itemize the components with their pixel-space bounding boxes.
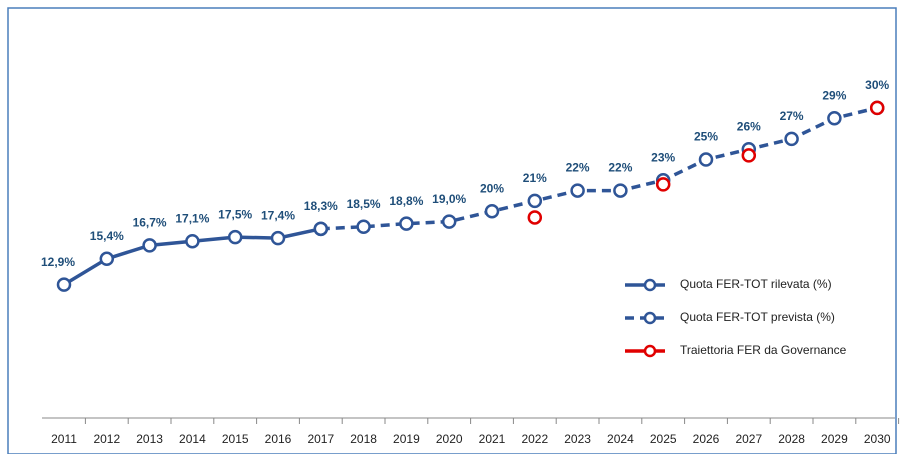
value-label: 20% (480, 181, 504, 195)
value-label: 17,5% (218, 207, 252, 221)
point (227, 229, 243, 245)
x-tick-label: 2027 (735, 432, 762, 446)
value-label: 18,3% (304, 199, 338, 213)
legend-marker (643, 344, 657, 358)
legend-label: Quota FER-TOT rilevata (%) (680, 277, 832, 291)
x-tick-label: 2028 (778, 432, 805, 446)
point (784, 131, 799, 147)
x-tick-label: 2019 (393, 432, 420, 446)
legend-label: Traiettoria FER da Governance (680, 343, 847, 357)
x-tick-label: 2026 (693, 432, 720, 446)
point (313, 221, 329, 237)
value-label: 19,0% (432, 192, 466, 206)
value-label: 18,8% (389, 194, 423, 208)
point (399, 216, 414, 231)
x-tick-label: 2025 (650, 432, 677, 446)
x-tick-label: 2023 (564, 432, 591, 446)
x-tick-label: 2021 (479, 432, 506, 446)
point (99, 251, 115, 267)
point (655, 177, 671, 192)
x-tick-label: 2030 (864, 432, 891, 446)
x-tick-label: 2022 (521, 432, 548, 446)
legend-marker (643, 311, 657, 325)
point (56, 277, 72, 292)
point (741, 148, 757, 163)
value-label: 18,5% (347, 197, 381, 211)
value-label: 16,7% (133, 216, 167, 230)
x-tick-label: 2029 (821, 432, 848, 446)
x-tick-label: 2016 (265, 432, 292, 446)
point (527, 193, 543, 209)
value-label: 26% (737, 119, 761, 133)
x-tick-label: 2020 (436, 432, 463, 446)
point (613, 183, 628, 198)
value-label: 17,1% (175, 211, 209, 225)
value-label: 29% (822, 88, 846, 102)
point (869, 100, 885, 116)
value-label: 22% (566, 161, 590, 175)
x-tick-label: 2018 (350, 432, 377, 446)
point (827, 110, 842, 126)
x-tick-label: 2015 (222, 432, 249, 446)
point (570, 183, 585, 198)
value-label: 23% (651, 150, 675, 164)
x-tick-label: 2011 (51, 432, 77, 446)
x-tick-label: 2013 (136, 432, 163, 446)
point (185, 233, 200, 249)
x-tick-label: 2012 (93, 432, 120, 446)
value-label: 27% (780, 109, 804, 123)
x-tick-label: 2014 (179, 432, 206, 446)
x-tick-label: 2024 (607, 432, 634, 446)
value-label: 25% (694, 130, 718, 144)
value-label: 12,9% (41, 255, 75, 269)
value-label: 17,4% (261, 208, 295, 222)
value-label: 22% (608, 161, 632, 175)
value-label: 15,4% (90, 229, 124, 243)
point (356, 219, 371, 235)
point (441, 214, 457, 229)
value-label: 30% (865, 78, 889, 92)
point (698, 152, 714, 167)
x-tick-label: 2017 (307, 432, 334, 446)
value-label: 21% (523, 171, 547, 185)
frame (7, 7, 897, 454)
point (527, 210, 543, 225)
point (484, 203, 500, 219)
point (142, 238, 157, 253)
legend-label: Quota FER-TOT prevista (%) (680, 310, 835, 324)
point (270, 230, 286, 246)
legend-marker (643, 278, 657, 292)
